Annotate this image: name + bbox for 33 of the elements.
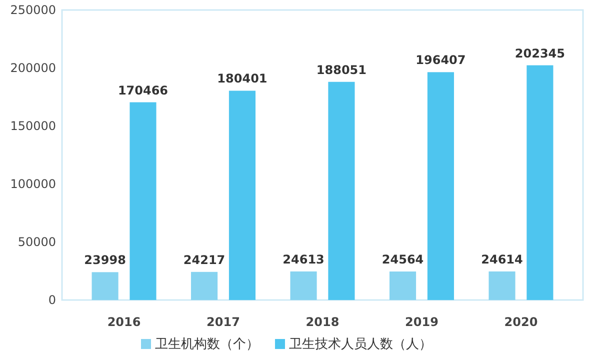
y-tick-label: 100000 xyxy=(10,177,56,191)
bar xyxy=(328,82,355,300)
data-label: 24614 xyxy=(481,252,523,266)
legend-label: 卫生机构数（个） xyxy=(155,337,259,352)
data-label: 24564 xyxy=(382,252,424,267)
bar xyxy=(130,102,156,300)
x-tick-label: 2018 xyxy=(306,315,340,329)
bar xyxy=(228,90,256,300)
bar xyxy=(92,272,118,300)
x-tick-label: 2016 xyxy=(107,315,141,329)
x-tick-label: 2019 xyxy=(405,315,438,329)
data-label: 202345 xyxy=(514,46,566,60)
bar xyxy=(427,72,454,300)
data-label: 24217 xyxy=(183,252,226,267)
y-tick-label: 200000 xyxy=(10,61,56,75)
data-label: 188051 xyxy=(316,62,367,77)
data-label: 170466 xyxy=(118,83,168,98)
data-label: 24613 xyxy=(282,252,324,266)
bar xyxy=(488,271,516,300)
bar xyxy=(389,272,416,300)
bar xyxy=(290,271,317,300)
data-label: 180401 xyxy=(217,72,268,86)
y-tick-label: 150000 xyxy=(10,119,56,133)
y-tick-label: 0 xyxy=(48,293,56,307)
bar xyxy=(191,272,218,300)
x-tick-label: 2020 xyxy=(504,315,538,329)
x-tick-label: 2017 xyxy=(206,315,240,329)
legend-label: 卫生技术人员人数（人） xyxy=(289,337,432,352)
y-tick-label: 50000 xyxy=(18,235,56,249)
y-tick-label: 250000 xyxy=(10,3,56,17)
data-label: 23998 xyxy=(84,253,126,268)
data-label: 196407 xyxy=(416,53,466,68)
bar xyxy=(526,65,554,300)
